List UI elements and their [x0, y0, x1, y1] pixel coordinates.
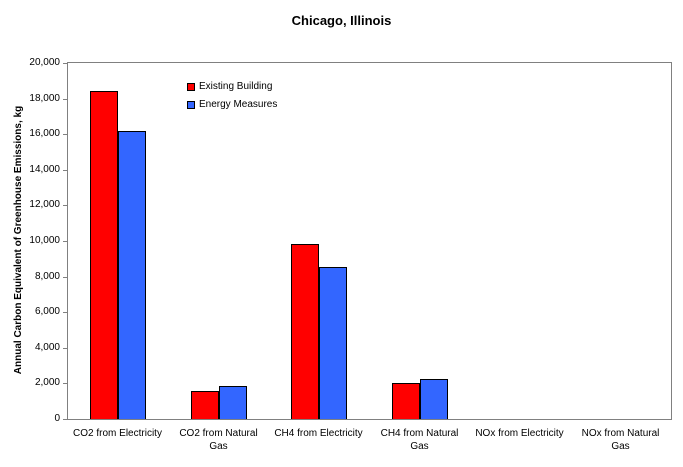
legend: Existing Building Energy Measures	[187, 81, 277, 117]
bar-existing-building	[291, 244, 319, 419]
y-tick-label: 14,000	[29, 164, 60, 175]
legend-swatch-icon	[187, 82, 195, 91]
y-tick-label: 2,000	[34, 377, 60, 388]
y-tick-mark	[63, 170, 67, 171]
bar-energy-measures	[319, 267, 347, 419]
y-tick-label: 10,000	[29, 235, 60, 246]
y-tick-mark	[63, 277, 67, 278]
legend-swatch-icon	[187, 100, 195, 109]
x-category-label: NOx from Natural Gas	[581, 428, 660, 452]
bar-existing-building	[191, 391, 219, 419]
plot-area	[67, 62, 672, 420]
y-tick-label: 20,000	[29, 57, 60, 68]
y-tick-label: 12,000	[29, 199, 60, 210]
x-category-label: CH4 from Natural Gas	[380, 428, 459, 452]
y-tick-mark	[63, 348, 67, 349]
y-tick-label: 0	[54, 413, 60, 424]
y-tick-label: 16,000	[29, 128, 60, 139]
x-category-label: NOx from Electricity	[475, 428, 564, 439]
y-tick-mark	[63, 312, 67, 313]
y-tick-mark	[63, 383, 67, 384]
y-tick-label: 8,000	[34, 271, 60, 282]
x-category-label: CO2 from Electricity	[73, 428, 162, 439]
y-tick-mark	[63, 241, 67, 242]
legend-label: Existing Building	[199, 81, 273, 92]
y-tick-label: 6,000	[34, 306, 60, 317]
y-tick-mark	[63, 63, 67, 64]
bar-energy-measures	[420, 379, 448, 419]
y-tick-mark	[63, 134, 67, 135]
bar-energy-measures	[219, 386, 247, 419]
x-category-label: CH4 from Electricity	[274, 428, 363, 439]
y-tick-mark	[63, 205, 67, 206]
x-category-label: CO2 from Natural Gas	[179, 428, 258, 452]
y-tick-mark	[63, 419, 67, 420]
bar-existing-building	[90, 91, 118, 419]
y-tick-label: 4,000	[34, 342, 60, 353]
bar-energy-measures	[118, 131, 146, 419]
legend-label: Energy Measures	[199, 99, 278, 110]
legend-item: Existing Building	[187, 81, 277, 92]
chart-title: Chicago, Illinois	[291, 13, 392, 28]
y-tick-label: 18,000	[29, 93, 60, 104]
legend-item: Energy Measures	[187, 99, 277, 110]
bar-existing-building	[392, 383, 420, 419]
y-tick-mark	[63, 99, 67, 100]
